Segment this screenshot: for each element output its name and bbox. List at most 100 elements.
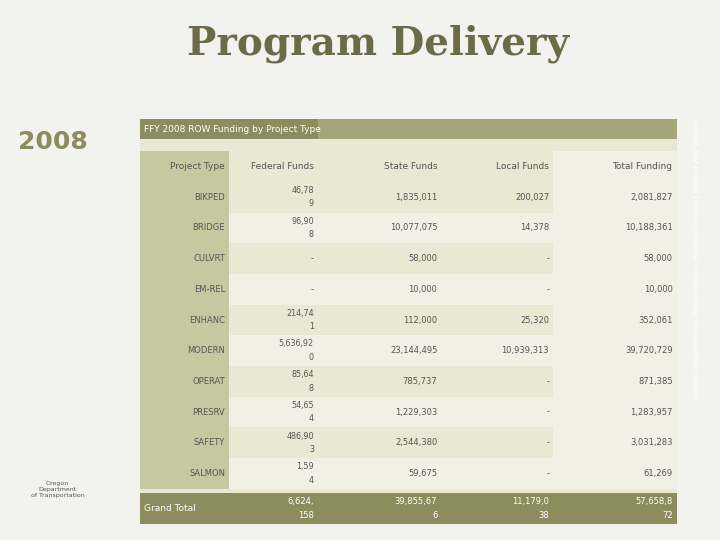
Text: 1: 1 (309, 322, 314, 331)
Bar (140, 335, 677, 366)
Text: 10,000: 10,000 (644, 285, 672, 294)
Bar (140, 366, 230, 397)
Bar (140, 244, 677, 274)
Text: 25,320: 25,320 (520, 315, 549, 325)
Text: 352,061: 352,061 (638, 315, 672, 325)
Text: 9: 9 (309, 199, 314, 208)
Text: 10,939,313: 10,939,313 (502, 346, 549, 355)
Bar (140, 182, 230, 213)
Text: -: - (546, 254, 549, 263)
Bar (140, 244, 230, 274)
Text: 46,78: 46,78 (292, 186, 314, 195)
Text: -: - (546, 285, 549, 294)
Text: ENHANC: ENHANC (189, 315, 225, 325)
Text: 39,720,729: 39,720,729 (625, 346, 672, 355)
Bar (140, 489, 677, 493)
Text: PRESRV: PRESRV (192, 408, 225, 416)
Text: 57,658,8: 57,658,8 (635, 497, 672, 506)
Text: BRIDGE: BRIDGE (192, 224, 225, 232)
Bar (140, 397, 230, 428)
Text: OPERAT: OPERAT (192, 377, 225, 386)
Bar (554, 182, 677, 213)
Bar (554, 151, 677, 182)
Text: 871,385: 871,385 (638, 377, 672, 386)
Text: Project Type: Project Type (171, 162, 225, 171)
Bar (554, 244, 677, 274)
Text: Grand Total: Grand Total (143, 504, 195, 513)
Bar (140, 213, 677, 244)
Text: 2008: 2008 (18, 130, 88, 153)
Text: 785,737: 785,737 (402, 377, 437, 386)
Bar (554, 428, 677, 458)
Bar (140, 493, 677, 524)
Text: SALMON: SALMON (189, 469, 225, 478)
Bar (140, 182, 677, 213)
Text: 6: 6 (432, 511, 437, 519)
Text: 112,000: 112,000 (403, 315, 437, 325)
Text: -: - (546, 469, 549, 478)
Text: 4: 4 (309, 476, 314, 485)
Text: 39,855,67: 39,855,67 (395, 497, 437, 506)
Bar (318, 119, 441, 139)
Text: 1,835,011: 1,835,011 (395, 193, 437, 202)
Bar (554, 213, 677, 244)
Bar (230, 151, 318, 182)
Text: 61,269: 61,269 (644, 469, 672, 478)
Text: 214,74: 214,74 (287, 309, 314, 318)
Bar (441, 151, 554, 182)
Bar (318, 151, 441, 182)
Bar (140, 428, 230, 458)
Bar (140, 458, 230, 489)
Bar (140, 305, 677, 335)
Text: MODERN: MODERN (187, 346, 225, 355)
Text: 10,000: 10,000 (408, 285, 437, 294)
Bar (140, 366, 677, 397)
Text: -: - (311, 254, 314, 263)
Text: 58,000: 58,000 (644, 254, 672, 263)
Text: 11,179,0: 11,179,0 (513, 497, 549, 506)
Text: 1,229,303: 1,229,303 (395, 408, 437, 416)
Text: Local Funds: Local Funds (496, 162, 549, 171)
Text: 200,027: 200,027 (515, 193, 549, 202)
Text: Program Delivery: Program Delivery (187, 24, 570, 63)
Text: 5,636,92: 5,636,92 (279, 340, 314, 348)
Text: SAFETY: SAFETY (194, 438, 225, 447)
Text: Oregon
Department
of Transportation: Oregon Department of Transportation (31, 481, 84, 497)
Bar (140, 335, 230, 366)
Text: 486,90: 486,90 (287, 431, 314, 441)
Text: 2,081,827: 2,081,827 (630, 193, 672, 202)
Bar (140, 397, 677, 428)
Text: -: - (546, 438, 549, 447)
Bar (554, 274, 677, 305)
Bar (140, 428, 677, 458)
Text: 2,544,380: 2,544,380 (395, 438, 437, 447)
Text: BIKPED: BIKPED (194, 193, 225, 202)
Text: 23,144,495: 23,144,495 (390, 346, 437, 355)
Text: 8: 8 (309, 230, 314, 239)
Text: CULVRT: CULVRT (193, 254, 225, 263)
Text: 3,031,283: 3,031,283 (630, 438, 672, 447)
Text: 14,378: 14,378 (520, 224, 549, 232)
Bar (140, 139, 677, 151)
Text: 10,077,075: 10,077,075 (390, 224, 437, 232)
Text: 38: 38 (539, 511, 549, 519)
Text: 85,64: 85,64 (292, 370, 314, 379)
Bar (554, 458, 677, 489)
Bar (554, 335, 677, 366)
Text: 8: 8 (309, 383, 314, 393)
Bar (140, 305, 230, 335)
Bar (140, 119, 318, 139)
Bar (140, 213, 230, 244)
Bar (140, 151, 230, 182)
Text: Federal Funds: Federal Funds (251, 162, 314, 171)
Text: -: - (311, 285, 314, 294)
Text: -: - (546, 408, 549, 416)
Text: -: - (546, 377, 549, 386)
Text: 3: 3 (309, 445, 314, 454)
Bar (554, 397, 677, 428)
Text: EM-REL: EM-REL (194, 285, 225, 294)
Bar (140, 274, 677, 305)
Bar (441, 119, 554, 139)
Text: Oregon Department of Transportation | Highway Division | Right of Way Section: Oregon Department of Transportation | Hi… (694, 120, 701, 399)
Bar (140, 458, 677, 489)
